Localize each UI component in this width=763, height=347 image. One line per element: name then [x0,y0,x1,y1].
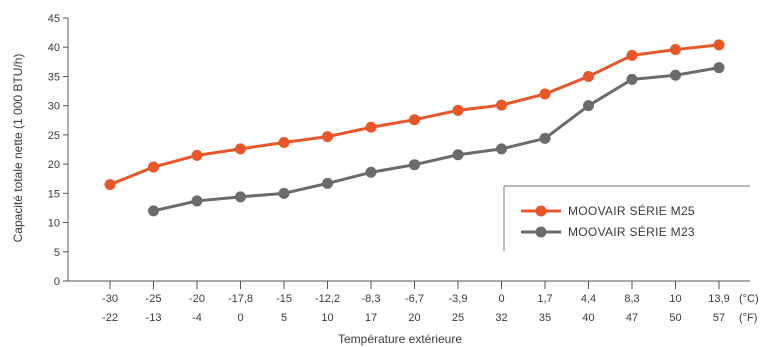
data-point [235,143,246,155]
series-line-2 [153,66,720,213]
data-point [452,104,464,116]
y-tick-label: 30 [48,101,60,113]
y-axis-ticks: 0 5 10 15 20 25 30 35 40 45 [48,13,68,288]
x-tick-label-celsius: -25 [146,293,162,305]
x-tick-label-fahrenheit: 32 [495,312,507,324]
legend: MOOVAIR SÉRIE M25 MOOVAIR SÉRIE M23 [503,185,750,251]
legend-label: MOOVAIR SÉRIE M25 [568,203,695,218]
y-tick-label: 35 [48,71,60,83]
x-tick-label-celsius: -3,9 [449,293,468,305]
data-point [322,131,333,143]
data-point [626,73,638,85]
y-tick-label: 20 [48,159,60,171]
x-tick-label-celsius: 8,3 [624,293,639,305]
series-layer [104,39,725,217]
x-tick-label-fahrenheit: -22 [102,312,118,324]
x-tick-label-celsius: -30 [102,293,118,305]
x-tick-label-celsius: 0 [498,293,504,305]
x-tick-label-celsius: 13,9 [708,293,729,305]
x-tick-label-fahrenheit: 20 [408,312,420,324]
data-point [365,121,377,133]
x-tick-label-celsius: -20 [189,293,205,305]
data-point [278,136,290,148]
data-point [539,88,551,100]
legend-items: MOOVAIR SÉRIE M25 MOOVAIR SÉRIE M23 [521,203,695,239]
x-tick-label-fahrenheit: -4 [192,312,202,324]
data-point [670,44,681,56]
x-axis-ticks: -30 -22 -25 -13 -20 -4 -17,8 0 -15 5 -12,2 10 -8,3 17… [102,281,730,324]
data-point [583,70,594,82]
data-point [365,166,377,178]
y-tick-label: 40 [48,42,60,54]
y-tick-label: 0 [54,276,60,288]
x-unit-fahrenheit: (°F) [739,312,757,324]
data-point [539,132,551,144]
x-tick-label-fahrenheit: 57 [713,312,725,324]
x-tick-label-celsius: 10 [669,293,681,305]
data-point [409,114,420,126]
x-tick-label-celsius: 1,7 [537,293,552,305]
data-point [713,39,725,51]
y-tick-label: 5 [54,247,60,259]
legend-frame [503,185,750,251]
data-point [322,177,333,189]
x-tick-label-fahrenheit: 5 [281,312,287,324]
legend-swatch-marker [535,226,547,238]
data-point [670,69,681,81]
legend-swatch-marker [535,205,547,217]
data-point [626,49,638,61]
data-point [235,191,246,203]
y-tick-label: 25 [48,130,60,142]
y-axis-title: Capacité totale nette (1 000 BTU/h) [11,54,25,243]
x-tick-label-fahrenheit: 47 [626,312,638,324]
legend-label: MOOVAIR SÉRIE M23 [568,224,695,239]
x-tick-label-fahrenheit: 17 [365,312,377,324]
x-tick-label-fahrenheit: -13 [146,312,162,324]
x-tick-label-celsius: -8,3 [362,293,381,305]
data-point [409,159,420,171]
y-tick-label: 15 [48,188,60,200]
data-point [278,187,290,199]
data-point [583,100,594,112]
data-point [713,62,725,74]
x-tick-label-fahrenheit: 35 [539,312,551,324]
x-tick-label-fahrenheit: 40 [582,312,594,324]
data-point [452,149,464,161]
x-tick-label-celsius: -6,7 [405,293,424,305]
data-point [148,161,159,173]
data-point [148,205,159,217]
data-point [496,143,507,155]
x-tick-label-fahrenheit: 25 [452,312,464,324]
x-axis-title: Température extérieure [338,332,462,346]
data-point [104,179,116,191]
data-point [191,149,203,161]
data-point [191,195,203,207]
data-point [496,99,507,111]
x-tick-label-fahrenheit: 10 [321,312,333,324]
y-tick-label: 10 [48,218,60,230]
x-tick-label-celsius: -17,8 [228,293,253,305]
x-tick-label-celsius: -12,2 [315,293,340,305]
x-unit-celsius: (°C) [739,293,759,305]
x-tick-label-fahrenheit: 0 [237,312,243,324]
x-tick-label-celsius: -15 [276,293,292,305]
x-tick-label-celsius: 4,4 [581,293,596,305]
y-tick-label: 45 [48,13,60,25]
x-tick-label-fahrenheit: 50 [669,312,681,324]
